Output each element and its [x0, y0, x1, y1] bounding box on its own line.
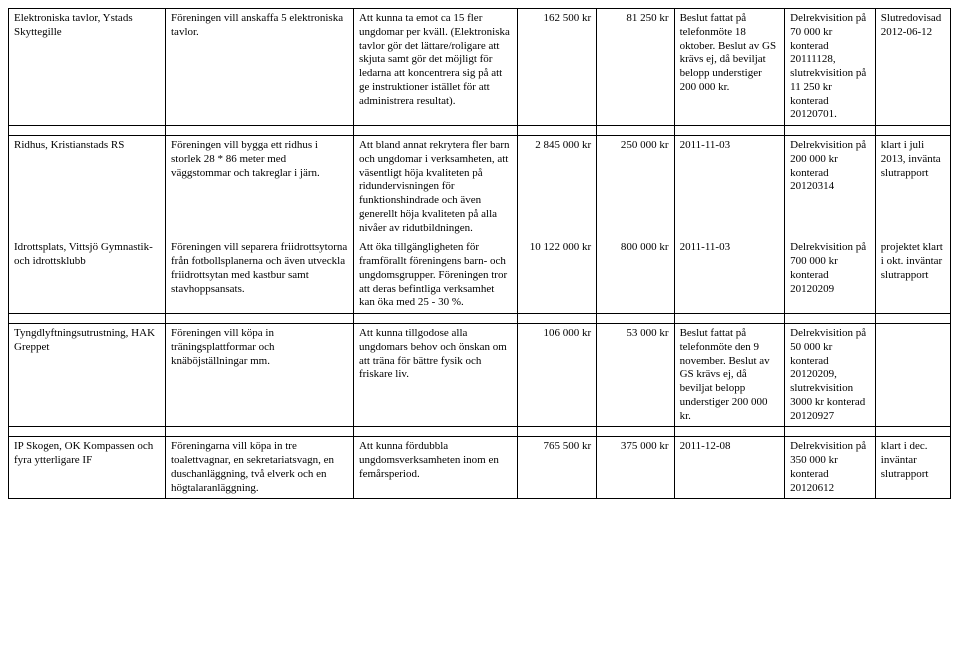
- cell-decision: 2011-11-03: [674, 136, 785, 239]
- cell-status: projektet klart i okt. inväntar slutrapp…: [875, 238, 950, 313]
- spacer-cell: [597, 427, 674, 437]
- cell-project: Ridhus, Kristianstads RS: [9, 136, 166, 239]
- group-spacer: [9, 126, 951, 136]
- spacer-cell: [785, 427, 876, 437]
- spacer-cell: [9, 314, 166, 324]
- cell-status: klart i juli 2013, invänta slutrapport: [875, 136, 950, 239]
- cell-description: Föreningen vill anskaffa 5 elektroniska …: [166, 9, 354, 126]
- spacer-cell: [353, 126, 517, 136]
- group-spacer: [9, 314, 951, 324]
- funding-table: Elektroniska tavlor, Ystads SkyttegilleF…: [8, 8, 951, 499]
- cell-requisition: Delrekvisition på 70 000 kr konterad 201…: [785, 9, 876, 126]
- spacer-cell: [166, 126, 354, 136]
- cell-decision: Beslut fattat på telefonmöte den 9 novem…: [674, 324, 785, 427]
- spacer-cell: [674, 427, 785, 437]
- spacer-cell: [597, 314, 674, 324]
- table-row: Tyngdlyftningsutrustning, HAK GreppetFör…: [9, 324, 951, 427]
- cell-granted: 81 250 kr: [597, 9, 674, 126]
- spacer-cell: [353, 314, 517, 324]
- cell-description: Föreningen vill köpa in träningsplattfor…: [166, 324, 354, 427]
- cell-requisition: Delrekvisition på 700 000 kr konterad 20…: [785, 238, 876, 313]
- cell-decision: Beslut fattat på telefonmöte 18 oktober.…: [674, 9, 785, 126]
- cell-description: Föreningarna vill köpa in tre toalettvag…: [166, 437, 354, 499]
- spacer-cell: [785, 126, 876, 136]
- cell-total-cost: 106 000 kr: [517, 324, 597, 427]
- table-row: Ridhus, Kristianstads RSFöreningen vill …: [9, 136, 951, 239]
- cell-total-cost: 162 500 kr: [517, 9, 597, 126]
- cell-decision: 2011-12-08: [674, 437, 785, 499]
- table-row: IP Skogen, OK Kompassen och fyra ytterli…: [9, 437, 951, 499]
- spacer-cell: [9, 427, 166, 437]
- cell-goal: Att kunna tillgodose alla ungdomars beho…: [353, 324, 517, 427]
- cell-granted: 800 000 kr: [597, 238, 674, 313]
- cell-goal: Att kunna fördubbla ungdomsverksamheten …: [353, 437, 517, 499]
- cell-status: [875, 324, 950, 427]
- spacer-cell: [166, 427, 354, 437]
- cell-requisition: Delrekvisition på 50 000 kr konterad 201…: [785, 324, 876, 427]
- cell-total-cost: 765 500 kr: [517, 437, 597, 499]
- cell-granted: 375 000 kr: [597, 437, 674, 499]
- cell-project: Idrottsplats, Vittsjö Gymnastik- och idr…: [9, 238, 166, 313]
- cell-requisition: Delrekvisition på 350 000 kr konterad 20…: [785, 437, 876, 499]
- spacer-cell: [166, 314, 354, 324]
- table-row: Elektroniska tavlor, Ystads SkyttegilleF…: [9, 9, 951, 126]
- spacer-cell: [9, 126, 166, 136]
- cell-project: IP Skogen, OK Kompassen och fyra ytterli…: [9, 437, 166, 499]
- spacer-cell: [674, 126, 785, 136]
- cell-project: Tyngdlyftningsutrustning, HAK Greppet: [9, 324, 166, 427]
- spacer-cell: [597, 126, 674, 136]
- cell-granted: 250 000 kr: [597, 136, 674, 239]
- spacer-cell: [517, 314, 597, 324]
- cell-goal: Att kunna ta emot ca 15 fler ungdomar pe…: [353, 9, 517, 126]
- spacer-cell: [674, 314, 785, 324]
- table-row: Idrottsplats, Vittsjö Gymnastik- och idr…: [9, 238, 951, 313]
- cell-granted: 53 000 kr: [597, 324, 674, 427]
- cell-description: Föreningen vill bygga ett ridhus i storl…: [166, 136, 354, 239]
- cell-total-cost: 2 845 000 kr: [517, 136, 597, 239]
- spacer-cell: [517, 126, 597, 136]
- spacer-cell: [875, 126, 950, 136]
- cell-status: klart i dec. inväntar slutrapport: [875, 437, 950, 499]
- cell-decision: 2011-11-03: [674, 238, 785, 313]
- cell-goal: Att bland annat rekrytera fler barn och …: [353, 136, 517, 239]
- cell-description: Föreningen vill separera friidrottsytorn…: [166, 238, 354, 313]
- spacer-cell: [353, 427, 517, 437]
- cell-status: Slutredovisad 2012-06-12: [875, 9, 950, 126]
- spacer-cell: [785, 314, 876, 324]
- cell-requisition: Delrekvisition på 200 000 kr konterad 20…: [785, 136, 876, 239]
- cell-goal: Att öka tillgängligheten för framförallt…: [353, 238, 517, 313]
- spacer-cell: [517, 427, 597, 437]
- spacer-cell: [875, 314, 950, 324]
- spacer-cell: [875, 427, 950, 437]
- group-spacer: [9, 427, 951, 437]
- cell-project: Elektroniska tavlor, Ystads Skyttegille: [9, 9, 166, 126]
- cell-total-cost: 10 122 000 kr: [517, 238, 597, 313]
